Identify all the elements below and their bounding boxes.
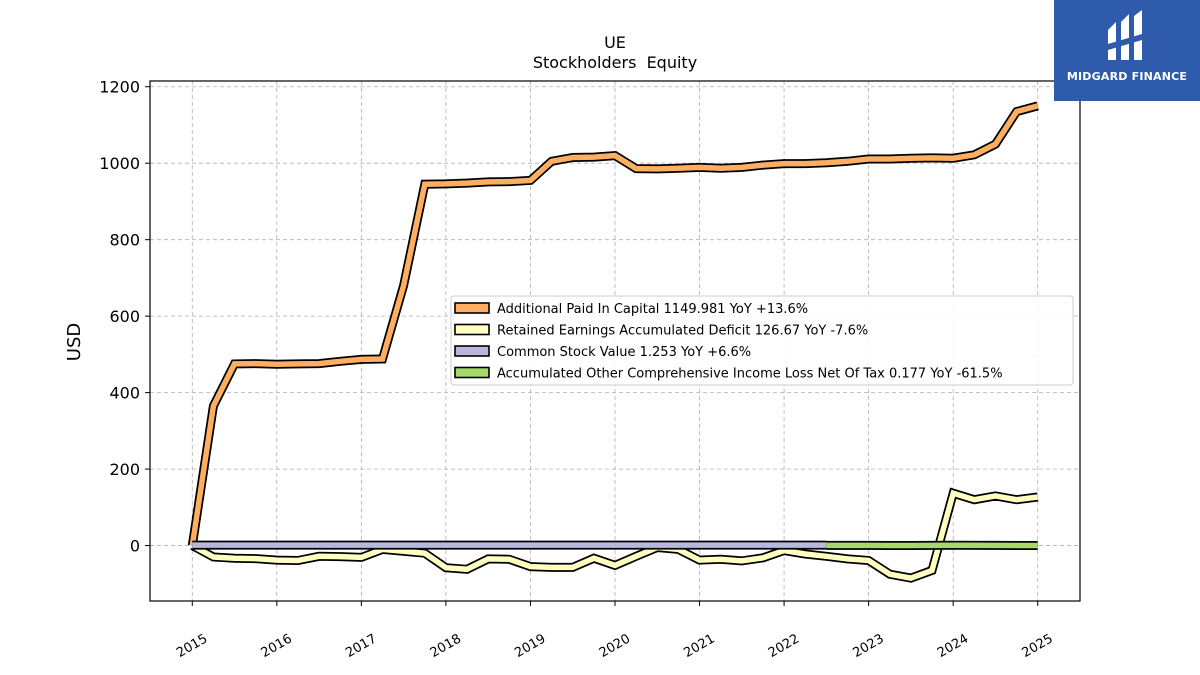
y-tick-label: 1200 <box>99 78 140 97</box>
x-tick-label: 2018 <box>428 631 464 661</box>
legend-swatch <box>454 302 490 314</box>
x-tick-label: 2022 <box>766 631 802 661</box>
brand-logo: MIDGARD FINANCE <box>1054 0 1200 101</box>
x-tick-label: 2025 <box>1020 631 1056 661</box>
y-tick-label: 600 <box>109 307 140 326</box>
series-lines <box>187 101 1039 583</box>
legend-swatch <box>454 323 490 336</box>
x-tick-label: 2017 <box>343 631 379 661</box>
y-axis: 0 200 400 600 800 1000 1200 <box>99 78 150 556</box>
x-axis: 2015 2016 2017 2018 2019 2020 2021 2022 2023 2024… <box>174 601 1056 661</box>
legend-swatch <box>454 345 490 357</box>
y-tick-label: 200 <box>109 460 140 479</box>
x-tick-label: 2024 <box>935 631 971 661</box>
x-tick-label: 2019 <box>512 631 548 661</box>
legend: Additional Paid In Capital 1149.981 YoY … <box>450 295 1074 386</box>
x-tick-label: 2015 <box>174 631 210 661</box>
x-tick-label: 2023 <box>850 631 886 661</box>
chart-title: UE <box>604 33 626 52</box>
series-line <box>189 103 1039 547</box>
y-tick-label: 400 <box>109 384 140 403</box>
x-tick-label: 2016 <box>259 631 295 661</box>
legend-entry: Common Stock Value 1.253 YoY +6.6% <box>497 345 751 360</box>
y-axis-label: USD <box>64 323 85 361</box>
x-tick-label: 2021 <box>681 631 717 661</box>
series-0 <box>187 101 1039 547</box>
legend-swatch <box>454 366 490 379</box>
x-tick-label: 2020 <box>597 631 633 661</box>
y-tick-label: 0 <box>130 537 140 556</box>
series-line <box>190 489 1039 581</box>
legend-entry: Additional Paid In Capital 1149.981 YoY … <box>497 302 808 317</box>
chart-subtitle: Stockholders Equity <box>533 53 697 72</box>
brand-name: MIDGARD FINANCE <box>1066 70 1188 83</box>
legend-box <box>450 295 1074 386</box>
legend-entry: Accumulated Other Comprehensive Income L… <box>497 367 1003 382</box>
midgard-logo-icon <box>1108 10 1142 60</box>
legend-entry: Retained Earnings Accumulated Deficit 12… <box>497 324 868 339</box>
y-tick-label: 1000 <box>99 154 140 173</box>
series-1 <box>190 487 1039 583</box>
y-tick-label: 800 <box>109 231 140 250</box>
